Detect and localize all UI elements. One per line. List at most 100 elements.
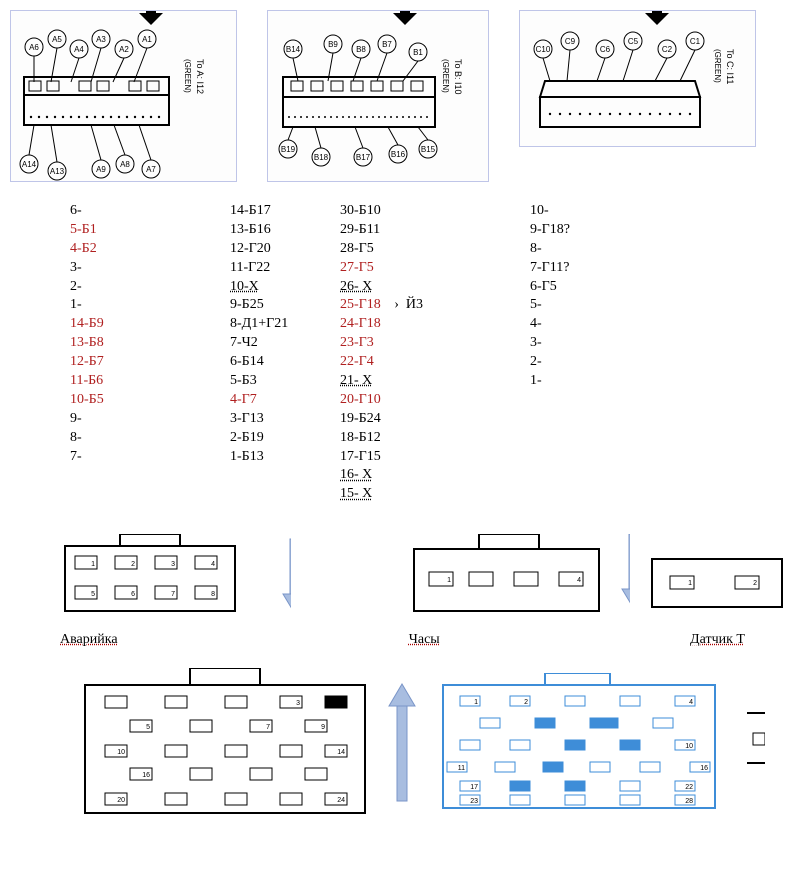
pin-row: 13-Б16 xyxy=(230,221,340,240)
pin-row: 5-Б3 xyxy=(230,372,340,391)
svg-text:1: 1 xyxy=(447,577,451,584)
pin-row: 10-Х xyxy=(230,278,340,297)
svg-text:A13: A13 xyxy=(50,167,65,176)
pin-row: 7-Ч2 xyxy=(230,334,340,353)
avariyka-svg: 1 2 3 4 5 6 7 8 xyxy=(60,534,240,619)
svg-text:C5: C5 xyxy=(628,37,639,46)
svg-text:5: 5 xyxy=(91,591,95,598)
pin-row: 3- xyxy=(70,259,230,278)
pin-row: 5-Б1 xyxy=(70,221,230,240)
svg-text:8: 8 xyxy=(211,591,215,598)
avariyka-block: 1 2 3 4 5 6 7 8 Аварийка xyxy=(60,534,240,648)
pin-row: 1- xyxy=(70,296,230,315)
pin-row: 10-Б5 xyxy=(70,391,230,410)
svg-text:5: 5 xyxy=(146,724,150,731)
svg-text:(GREEN): (GREEN) xyxy=(441,59,450,93)
pin-row: 8- xyxy=(530,240,660,259)
svg-text:A9: A9 xyxy=(96,165,106,174)
big-connector-1: 3 5 7 9 10 14 16 20 24 xyxy=(80,668,370,823)
pin-row: 11-Г22 xyxy=(230,259,340,278)
svg-text:To A: I12: To A: I12 xyxy=(195,59,205,94)
pin-row: 8-Д1+Г21 xyxy=(230,315,340,334)
svg-text:B18: B18 xyxy=(314,153,329,162)
pin-row: 2-Б19 xyxy=(230,429,340,448)
pin-row: 10- xyxy=(530,202,660,221)
column-4: 10- 9-Г18? 8- 7-Г11? 6-Г5 5- 4- 3- 2- 1- xyxy=(530,202,660,504)
avariyka-label: Аварийка xyxy=(60,632,240,648)
pin-row: 13-Б8 xyxy=(70,334,230,353)
svg-text:2: 2 xyxy=(753,580,757,587)
pin-row: 12-Б7 xyxy=(70,353,230,372)
svg-text:28: 28 xyxy=(685,798,693,805)
svg-text:10: 10 xyxy=(117,749,125,756)
pin-row: 4- xyxy=(530,315,660,334)
svg-text:B8: B8 xyxy=(356,45,366,54)
pin-row: 21- Х xyxy=(340,372,530,391)
pin-row: 20-Г10 xyxy=(340,391,530,410)
pin-mapping-columns: 6-5-Б14-Б23-2-1-14-Б913-Б812-Б711-Б610-Б… xyxy=(70,202,785,504)
big-connector-2-svg: 1 2 4 10 11 16 17 xyxy=(435,673,725,813)
pin-row: 6- xyxy=(70,202,230,221)
svg-text:7: 7 xyxy=(171,591,175,598)
connector-a: A6 A5 A4 A3 A2 A1 xyxy=(10,10,237,182)
pin-row: 15- Х xyxy=(340,485,530,504)
pin-row: 4-Б2 xyxy=(70,240,230,259)
pin-row: 22-Г4 xyxy=(340,353,530,372)
pin-row: 7-Г11? xyxy=(530,259,660,278)
svg-text:B17: B17 xyxy=(356,153,371,162)
arrow-up-icon xyxy=(385,681,420,811)
pin-row: 23-Г3 xyxy=(340,334,530,353)
svg-text:A8: A8 xyxy=(120,160,130,169)
svg-text:A5: A5 xyxy=(52,35,62,44)
svg-text:1: 1 xyxy=(688,580,692,587)
bottom-connectors-row: 3 5 7 9 10 14 16 20 24 xyxy=(80,668,785,823)
svg-text:A6: A6 xyxy=(29,43,39,52)
svg-text:B16: B16 xyxy=(391,150,406,159)
svg-text:1: 1 xyxy=(91,561,95,568)
column-2: 14-Б1713-Б1612-Г2011-Г2210-Х 9-Б258-Д1+Г… xyxy=(230,202,340,504)
pin-row: 26- Х xyxy=(340,278,530,297)
svg-text:A1: A1 xyxy=(142,35,152,44)
pin-row: 3-Г13 xyxy=(230,410,340,429)
pin-row: 9-Б25 xyxy=(230,296,340,315)
svg-text:B1: B1 xyxy=(413,48,423,57)
pin-row: 4-Г7 xyxy=(230,391,340,410)
svg-text:B7: B7 xyxy=(382,40,392,49)
pin-row: 29-Б11 xyxy=(340,221,530,240)
svg-text:4: 4 xyxy=(577,577,581,584)
pin-row: 1-Б13 xyxy=(230,448,340,467)
connector-c: C10 C9 C6 C5 C2 C1 To xyxy=(519,10,756,147)
pin-row: 9-Г18? xyxy=(530,221,660,240)
svg-text:7: 7 xyxy=(266,724,270,731)
svg-text:A7: A7 xyxy=(146,165,156,174)
svg-text:To B: I10: To B: I10 xyxy=(453,59,463,95)
svg-text:6: 6 xyxy=(131,591,135,598)
pin-row: 6-Б14 xyxy=(230,353,340,372)
big-connector-2: 1 2 4 10 11 16 17 xyxy=(435,673,725,818)
svg-text:(GREEN): (GREEN) xyxy=(183,59,192,93)
pin-row: 25-Г18 › Й3 xyxy=(340,296,530,315)
connector-c-svg: C10 C9 C6 C5 C2 C1 To xyxy=(520,11,755,146)
pin-row: 14-Б17 xyxy=(230,202,340,221)
svg-text:2: 2 xyxy=(524,699,528,706)
svg-text:3: 3 xyxy=(171,561,175,568)
svg-text:14: 14 xyxy=(337,749,345,756)
pin-row: 2- xyxy=(530,353,660,372)
pin-row: 28-Г5 xyxy=(340,240,530,259)
pin-row: 27-Г5 xyxy=(340,259,530,278)
chasy-block: 1 4 Часы xyxy=(409,534,604,648)
pin-row: 24-Г18 xyxy=(340,315,530,334)
column-1: 6-5-Б14-Б23-2-1-14-Б913-Б812-Б711-Б610-Б… xyxy=(70,202,230,504)
svg-text:4: 4 xyxy=(689,699,693,706)
svg-text:C6: C6 xyxy=(600,45,611,54)
pin-row: 1- xyxy=(530,372,660,391)
svg-text:C2: C2 xyxy=(662,45,673,54)
pin-row: 2- xyxy=(70,278,230,297)
chasy-svg: 1 4 xyxy=(409,534,604,619)
svg-text:A4: A4 xyxy=(74,45,84,54)
svg-text:9: 9 xyxy=(321,724,325,731)
pin-row: 12-Г20 xyxy=(230,240,340,259)
connector-b: B14 B9 B8 B7 B1 xyxy=(267,10,489,182)
svg-text:17: 17 xyxy=(470,784,478,791)
pin-row: 6-Г5 xyxy=(530,278,660,297)
